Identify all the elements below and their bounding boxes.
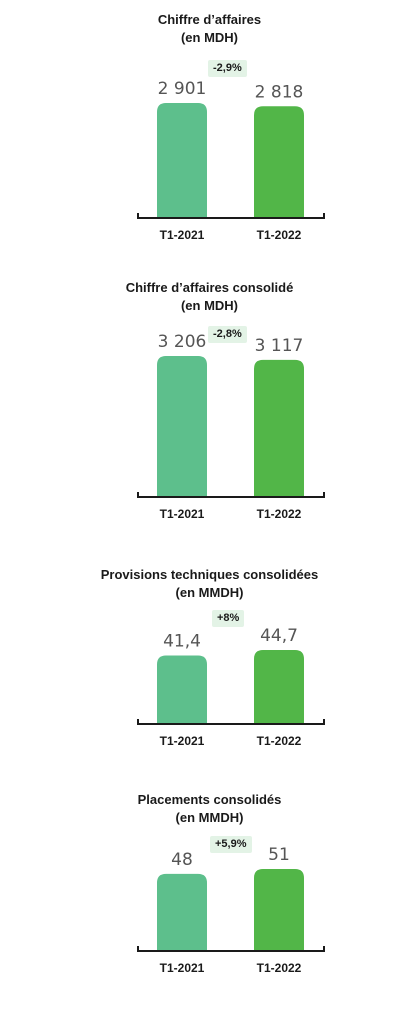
category-label-t1-2022: T1-2022 [257,507,302,521]
category-label-t1-2022: T1-2022 [257,961,302,975]
chart-2-title: Chiffre d’affaires consolidé (en MDH) [0,279,419,315]
value-label-t1-2021: 3 206 [158,332,207,352]
chart-4-svg: 48 T1-2021 51 T1-2022 [137,845,325,975]
chart-2-change-badge: -2,8% [208,326,247,343]
chart-1-change-badge: -2,9% [208,60,247,77]
chart-4-change-badge: +5,9% [210,836,252,853]
chart-3-title-line-2: (en MMDH) [175,585,244,600]
category-label-t1-2022: T1-2022 [257,228,302,242]
chart-1-title-line-1: Chiffre d’affaires [157,12,262,27]
bar-t1-2021 [157,655,207,724]
value-label-t1-2021: 48 [171,850,193,870]
chart-4-title: Placements consolidés (en MMDH) [0,791,419,827]
chart-2-title-line-1: Chiffre d’affaires consolidé [125,280,294,295]
x-axis-line [137,492,325,498]
bar-t1-2021 [157,103,207,218]
chart-3-svg: 41,4 T1-2021 44,7 T1-2022 [137,626,325,748]
chart-1-title-line-2: (en MDH) [180,30,239,45]
chart-3-change-badge: +8% [212,610,245,627]
x-axis-line [137,719,325,725]
category-label-t1-2021: T1-2021 [160,507,205,521]
chart-1-title: Chiffre d’affaires (en MDH) [0,11,419,47]
chart-4-title-line-1: Placements consolidés [137,792,282,807]
bar-t1-2022 [254,869,304,951]
x-axis-line [137,213,325,219]
bar-t1-2022 [254,106,304,218]
bar-t1-2022 [254,650,304,724]
chart-1-svg: 2 901 T1-2021 2 818 T1-2022 [137,79,325,242]
value-label-t1-2022: 3 117 [255,336,304,356]
value-label-t1-2022: 2 818 [255,82,304,102]
x-axis-line [137,946,325,952]
value-label-t1-2022: 51 [268,845,290,865]
bar-t1-2021 [157,873,207,951]
bar-t1-2021 [157,356,207,497]
value-label-t1-2021: 2 901 [158,79,207,99]
chart-3-title: Provisions techniques consolidées (en MM… [0,566,419,602]
category-label-t1-2021: T1-2021 [160,734,205,748]
category-label-t1-2021: T1-2021 [160,228,205,242]
value-label-t1-2022: 44,7 [260,626,298,646]
chart-2-title-line-2: (en MDH) [180,298,239,313]
chart-4-title-line-2: (en MMDH) [175,810,244,825]
bar-t1-2022 [254,359,304,497]
category-label-t1-2021: T1-2021 [160,961,205,975]
chart-3-title-line-1: Provisions techniques consolidées [100,567,319,582]
category-label-t1-2022: T1-2022 [257,734,302,748]
value-label-t1-2021: 41,4 [163,631,201,651]
chart-2-svg: 3 206 T1-2021 3 117 T1-2022 [137,332,325,521]
